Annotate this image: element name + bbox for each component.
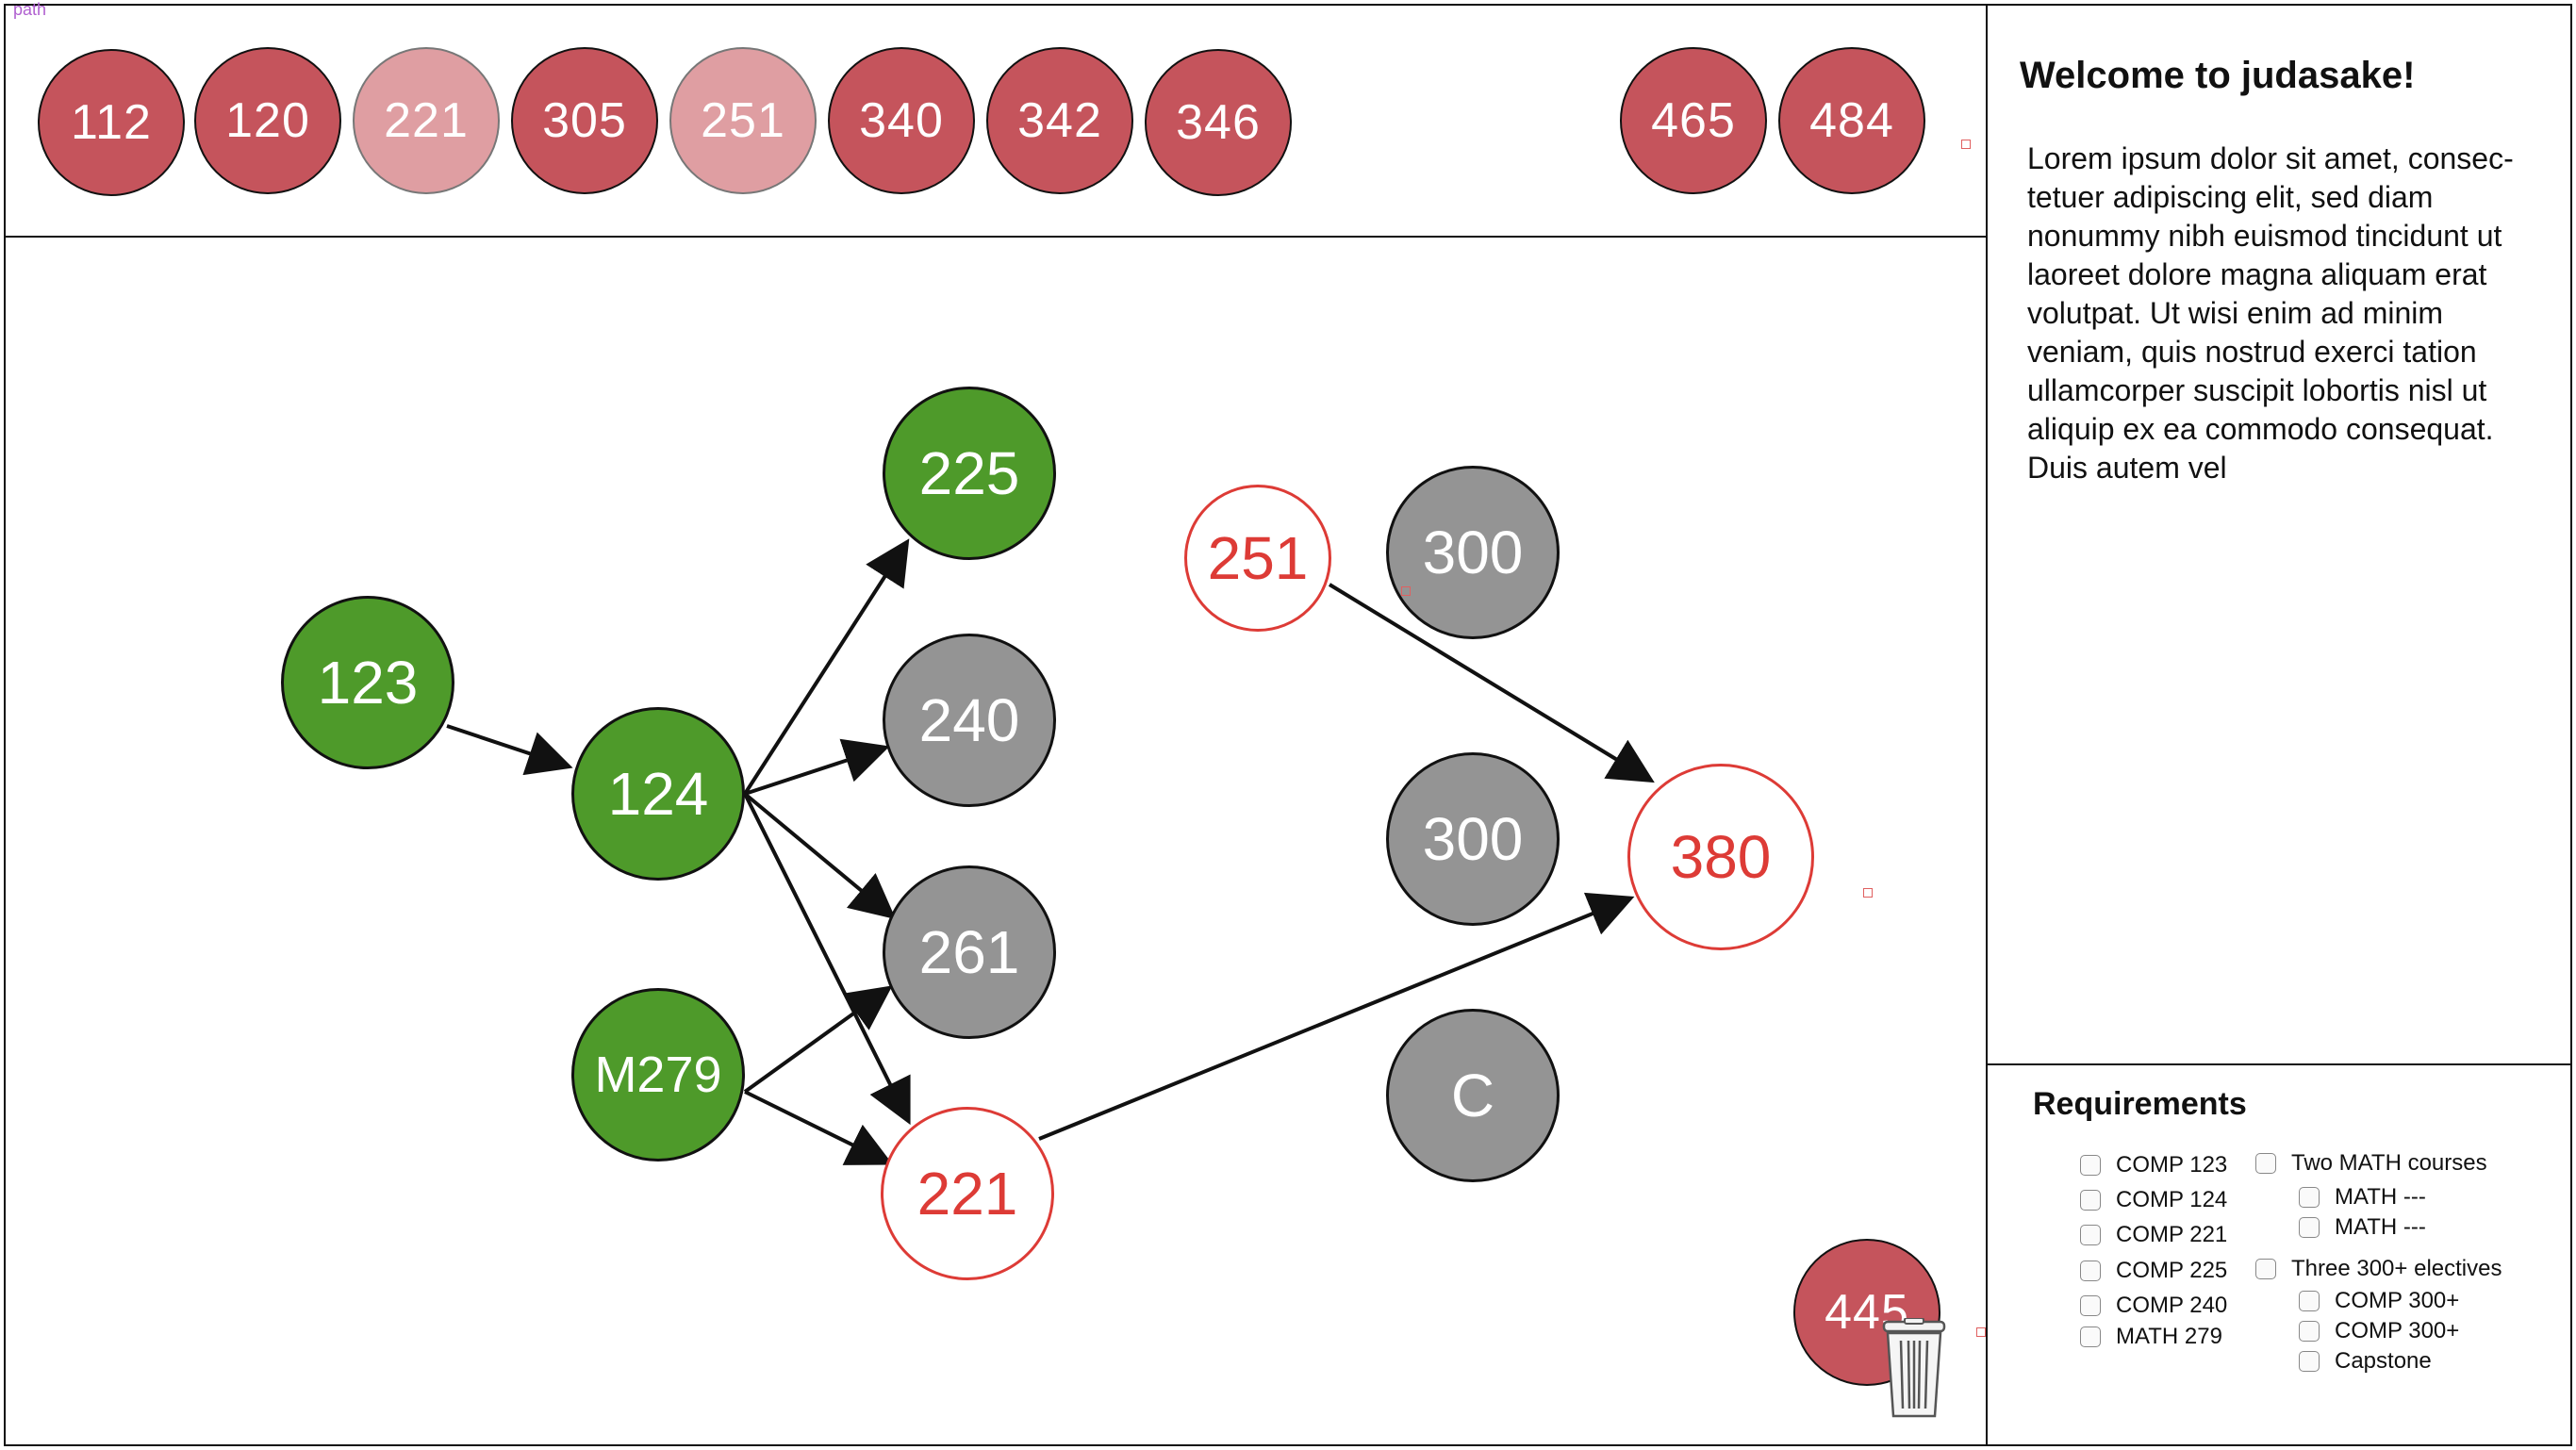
tray-course-305[interactable]: 305 xyxy=(511,47,658,194)
corner-tag: path xyxy=(13,0,47,19)
course-node-221[interactable]: 221 xyxy=(881,1107,1054,1280)
anchor-marker xyxy=(1401,586,1411,596)
trash-icon[interactable] xyxy=(1880,1318,1948,1420)
course-node-380[interactable]: 380 xyxy=(1627,764,1814,950)
req-math-279[interactable]: MATH 279 xyxy=(2080,1324,2222,1350)
resize-marker xyxy=(1961,140,1971,149)
tray-course-465[interactable]: 465 xyxy=(1620,47,1767,194)
checkbox[interactable] xyxy=(2299,1321,2320,1342)
tray-course-120[interactable]: 120 xyxy=(194,47,341,194)
course-node-300-a[interactable]: 300 xyxy=(1386,466,1560,639)
course-node-123[interactable]: 123 xyxy=(281,596,454,769)
req-comp-221[interactable]: COMP 221 xyxy=(2080,1222,2227,1248)
checkbox[interactable] xyxy=(2080,1295,2101,1316)
tray-course-342[interactable]: 342 xyxy=(986,47,1133,194)
req-comp-124[interactable]: COMP 124 xyxy=(2080,1187,2227,1213)
checkbox[interactable] xyxy=(2299,1217,2320,1238)
checkbox[interactable] xyxy=(2080,1225,2101,1245)
course-tray: path 112 120 221 305 251 340 342 346 465… xyxy=(4,0,1988,238)
req-comp-300-a[interactable]: COMP 300+ xyxy=(2299,1288,2459,1314)
req-two-math[interactable]: Two MATH courses xyxy=(2255,1150,2487,1177)
req-capstone[interactable]: Capstone xyxy=(2299,1348,2432,1375)
req-comp-300-b[interactable]: COMP 300+ xyxy=(2299,1318,2459,1344)
course-node-capstone[interactable]: C xyxy=(1386,1009,1560,1182)
tray-course-251[interactable]: 251 xyxy=(669,47,817,194)
course-node-300-b[interactable]: 300 xyxy=(1386,752,1560,926)
course-node-251[interactable]: 251 xyxy=(1184,485,1331,632)
welcome-text: Lorem ipsum dolor sit amet, consec-tetue… xyxy=(2027,141,2514,485)
tray-course-221[interactable]: 221 xyxy=(353,47,500,194)
checkbox[interactable] xyxy=(2080,1261,2101,1281)
course-node-124[interactable]: 124 xyxy=(571,707,745,881)
tray-course-484[interactable]: 484 xyxy=(1778,47,1925,194)
req-comp-240[interactable]: COMP 240 xyxy=(2080,1293,2227,1319)
checkbox[interactable] xyxy=(2299,1351,2320,1372)
tray-course-346[interactable]: 346 xyxy=(1145,49,1292,196)
requirements-title: Requirements xyxy=(2033,1086,2247,1122)
course-node-261[interactable]: 261 xyxy=(883,865,1056,1039)
anchor-marker xyxy=(1863,888,1873,898)
req-comp-123[interactable]: COMP 123 xyxy=(2080,1152,2227,1178)
checkbox[interactable] xyxy=(2255,1153,2276,1174)
checkbox[interactable] xyxy=(2080,1190,2101,1211)
req-math-a[interactable]: MATH --- xyxy=(2299,1184,2426,1211)
requirements-panel: Requirements COMP 123 COMP 124 COMP 221 … xyxy=(1988,1063,2572,1446)
checkbox[interactable] xyxy=(2299,1291,2320,1311)
checkbox[interactable] xyxy=(2080,1155,2101,1176)
req-comp-225[interactable]: COMP 225 xyxy=(2080,1258,2227,1284)
tray-course-340[interactable]: 340 xyxy=(828,47,975,194)
course-node-M279[interactable]: M279 xyxy=(571,988,745,1162)
course-node-240[interactable]: 240 xyxy=(883,634,1056,807)
req-three-electives[interactable]: Three 300+ electives xyxy=(2255,1256,2502,1282)
req-math-b[interactable]: MATH --- xyxy=(2299,1214,2426,1241)
checkbox[interactable] xyxy=(2299,1187,2320,1208)
info-panel: Welcome to judasake! Lorem ipsum dolor s… xyxy=(1988,4,2572,1065)
tray-course-112[interactable]: 112 xyxy=(38,49,185,196)
welcome-title: Welcome to judasake! xyxy=(2020,55,2416,96)
checkbox[interactable] xyxy=(2255,1259,2276,1279)
checkbox[interactable] xyxy=(2080,1326,2101,1347)
course-node-225[interactable]: 225 xyxy=(883,387,1056,560)
anchor-marker xyxy=(1976,1327,1986,1337)
